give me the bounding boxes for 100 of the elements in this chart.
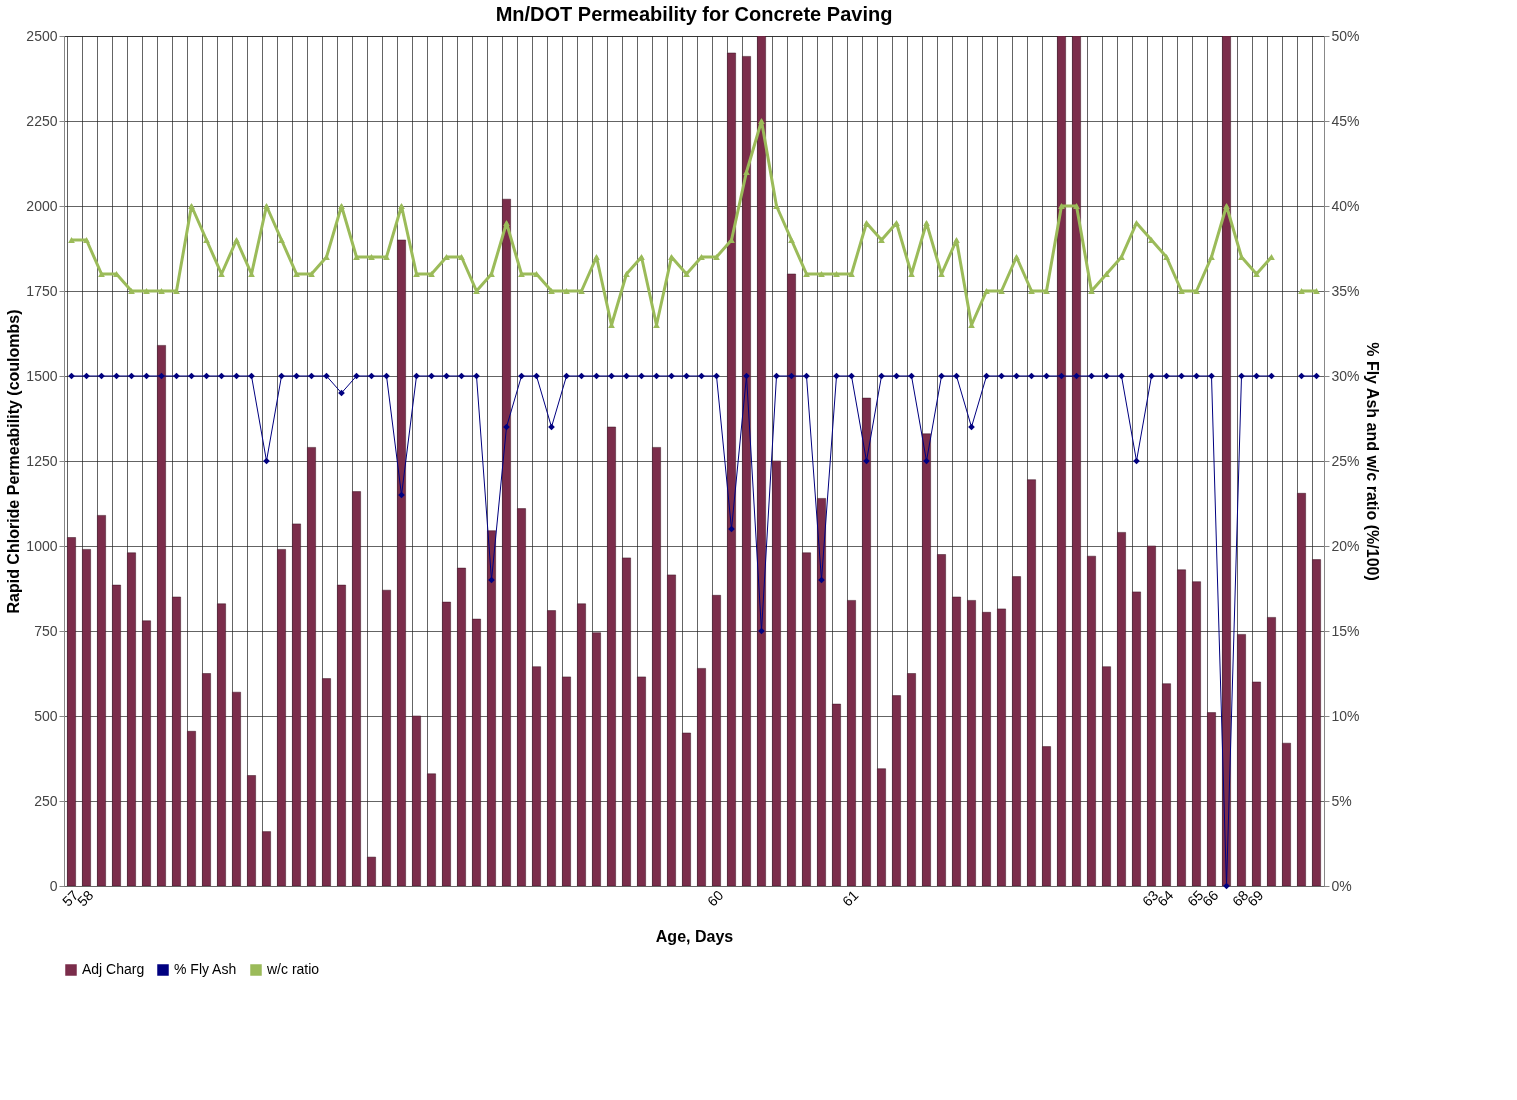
- bar: [697, 668, 706, 886]
- bar: [982, 612, 991, 886]
- bar: [157, 345, 166, 886]
- bar: [82, 549, 91, 886]
- bar: [232, 691, 241, 886]
- bar: [67, 537, 76, 886]
- bar: [607, 426, 616, 886]
- bar: [247, 775, 256, 886]
- bar: [1057, 36, 1066, 886]
- bar: [862, 397, 871, 886]
- bar: [1297, 493, 1306, 886]
- bar: [952, 596, 961, 886]
- bar: [112, 584, 121, 886]
- bar: [487, 530, 496, 886]
- bar: [202, 673, 211, 886]
- bar: [97, 515, 106, 886]
- bar: [397, 239, 406, 886]
- bar: [1117, 532, 1126, 886]
- y-tick-label: 250: [34, 792, 58, 809]
- x-axis-title: Age, Days: [655, 928, 734, 946]
- legend-label: % Fly Ash: [174, 961, 237, 977]
- y2-axis-title: % Fly Ash and w/c ratio (%/100): [1363, 342, 1381, 581]
- y2-tick-label: 25%: [1331, 452, 1360, 469]
- y-tick-label: 750: [34, 622, 58, 639]
- bar: [1312, 559, 1321, 886]
- bar: [532, 666, 541, 886]
- bar: [967, 600, 976, 886]
- legend-label: Adj Charg: [82, 961, 145, 977]
- y2-tick-label: 35%: [1331, 282, 1360, 299]
- y2-tick-label: 45%: [1331, 112, 1360, 129]
- bar: [997, 608, 1006, 886]
- bar: [742, 56, 751, 886]
- bar: [547, 610, 556, 886]
- bar: [1042, 746, 1051, 886]
- bar: [187, 731, 196, 886]
- bar: [472, 618, 481, 886]
- bar: [442, 601, 451, 886]
- y2-tick-label: 15%: [1331, 622, 1360, 639]
- bar: [712, 595, 721, 886]
- y-tick-label: 1250: [26, 452, 58, 469]
- chart-title: Mn/DOT Permeability for Concrete Paving: [495, 3, 893, 25]
- bar: [637, 676, 646, 886]
- bar: [1102, 666, 1111, 886]
- bar: [1072, 36, 1081, 886]
- y-tick-label: 1000: [26, 537, 58, 554]
- bar: [502, 198, 511, 886]
- bar: [892, 695, 901, 886]
- bar: [757, 36, 766, 886]
- bar: [922, 433, 931, 886]
- bar: [937, 554, 946, 886]
- y2-tick-label: 0%: [1331, 877, 1352, 894]
- x-tick-label: 61: [839, 886, 862, 910]
- bar: [652, 447, 661, 886]
- bar: [367, 856, 376, 886]
- bar: [577, 603, 586, 886]
- y2-tick-label: 30%: [1331, 367, 1360, 384]
- bar: [727, 52, 736, 886]
- bar: [352, 491, 361, 886]
- bar: [772, 460, 781, 886]
- bar: [1027, 479, 1036, 886]
- bar: [1207, 712, 1216, 886]
- y-tick-label: 2500: [26, 27, 58, 44]
- y-tick-label: 2250: [26, 112, 58, 129]
- y-tick-label: 2000: [26, 197, 58, 214]
- y2-tick-label: 20%: [1331, 537, 1360, 554]
- bar: [562, 676, 571, 886]
- bar: [1267, 617, 1276, 886]
- bar: [832, 703, 841, 886]
- y-tick-label: 0: [49, 877, 58, 894]
- bar: [1162, 683, 1171, 886]
- bar: [1012, 576, 1021, 886]
- y-tick-label: 1500: [26, 367, 58, 384]
- bar: [622, 557, 631, 886]
- bar: [1237, 634, 1246, 886]
- bar: [307, 447, 316, 886]
- bar: [382, 589, 391, 886]
- bar: [1282, 742, 1291, 886]
- bar: [457, 567, 466, 886]
- y-tick-label: 1750: [26, 282, 58, 299]
- bar: [412, 715, 421, 886]
- y-tick-label: 500: [34, 707, 58, 724]
- y2-tick-label: 50%: [1331, 27, 1360, 44]
- bar: [292, 523, 301, 886]
- bar: [877, 768, 886, 886]
- bar: [847, 600, 856, 886]
- bar: [1192, 581, 1201, 886]
- bar: [262, 831, 271, 886]
- y2-tick-label: 10%: [1331, 707, 1360, 724]
- bar: [1132, 591, 1141, 886]
- bar: [172, 596, 181, 886]
- bar: [787, 273, 796, 886]
- y-axis-title: Rapid Chloride Permeability (coulombs): [5, 309, 23, 614]
- bar: [1252, 681, 1261, 886]
- bar: [217, 603, 226, 886]
- bar: [907, 673, 916, 886]
- bar: [427, 773, 436, 886]
- bar: [517, 508, 526, 886]
- legend-label: w/c ratio: [266, 961, 320, 977]
- bar: [682, 732, 691, 886]
- bar: [1147, 545, 1156, 886]
